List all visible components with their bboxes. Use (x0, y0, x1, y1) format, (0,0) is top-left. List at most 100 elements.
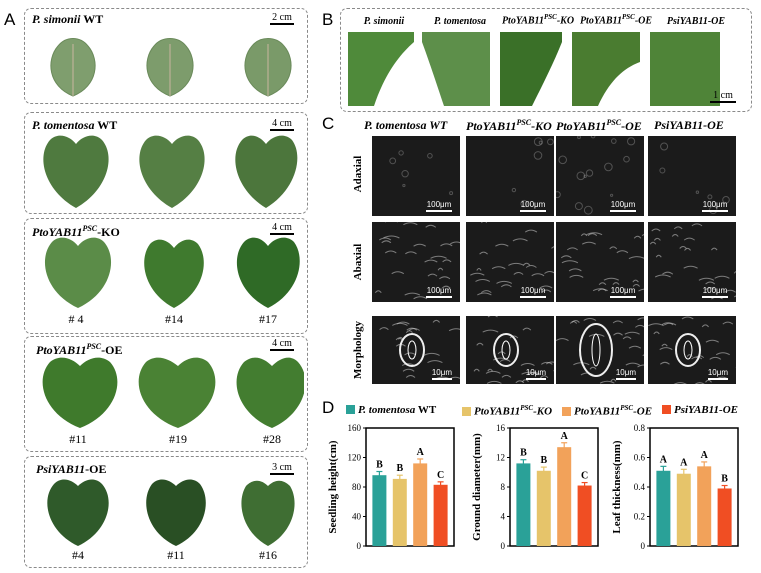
panel-b-header: P. simonii (363, 16, 405, 27)
leaf-photos-oe (42, 357, 304, 428)
scale-bar: 100μm (702, 286, 728, 298)
leaf (50, 38, 96, 97)
line-number: #11 (167, 548, 185, 562)
significance-letter: C (581, 471, 588, 482)
leaf-photos-tomentosa (43, 135, 298, 208)
scale-bar: 1 cm (706, 90, 740, 103)
panel-a-group-psi (24, 456, 308, 568)
chart-svg: 0 4 8 12 16 Ground diameter(mm) B B A C (471, 423, 599, 551)
scale-label: 100μm (520, 286, 546, 295)
scale-label: 100μm (610, 200, 636, 209)
chart-svg: 0 0.2 0.4 0.6 0.8 Leaf thickness(mm) A A A B (611, 423, 739, 551)
closeup-simonii (348, 32, 414, 106)
leaf (244, 38, 292, 97)
panel-b-header: PtoYAB11PSC-KO (501, 13, 575, 27)
scale-bar: 100μm (520, 200, 546, 212)
bar-chart-leaf-thickness: 0 0.2 0.4 0.6 0.8 Leaf thickness(mm) A A A B (606, 420, 744, 573)
scale-bar: 10μm (615, 368, 636, 380)
row-label-abaxial: Abaxial (352, 243, 364, 281)
leaf (139, 135, 205, 208)
sem-image: 100μm (648, 136, 736, 216)
y-tick-label: 12 (496, 453, 505, 463)
scale-label: 100μm (520, 200, 546, 209)
y-tick-label: 0 (357, 541, 362, 551)
significance-letter: B (376, 460, 383, 471)
y-tick-label: 80 (352, 482, 362, 492)
legend-item-psi: PsiYAB11-OE (662, 404, 738, 416)
scale-bar: 2 cm (264, 12, 300, 25)
scale-label: 10μm (525, 368, 546, 377)
group-title: PtoYAB11PSC-OE (36, 342, 123, 357)
scale-label: 100μm (702, 286, 728, 295)
y-tick-label: 0 (501, 541, 506, 551)
panel-a-group-ko (24, 218, 308, 334)
leaf (241, 480, 295, 546)
leaf (47, 479, 109, 546)
scale-label: 10μm (431, 368, 452, 377)
line-number: #11 (69, 432, 87, 446)
scale-bar: 4 cm (264, 338, 300, 351)
bar-chart-ground-diameter: 0 4 8 12 16 Ground diameter(mm) B B A C (466, 420, 604, 573)
y-tick-label: 0 (641, 541, 646, 551)
scale-label: 100μm (426, 286, 452, 295)
y-tick-label: 0.6 (634, 453, 646, 463)
y-tick-label: 120 (348, 453, 362, 463)
row-label-morphology: Morphology (352, 320, 364, 380)
scale-bar: 100μm (610, 200, 636, 212)
bar (433, 484, 448, 546)
panel-a-group-oe (24, 336, 308, 452)
panel-d-letter: D (322, 398, 335, 417)
scale-label: 10μm (615, 368, 636, 377)
legend-swatch (562, 406, 571, 416)
significance-letter: A (680, 457, 688, 468)
panel-b-letter: B (322, 10, 334, 29)
bar (676, 473, 691, 546)
sem-image: 100μm (372, 222, 460, 302)
bar (717, 488, 732, 546)
closeup-psi (650, 32, 720, 106)
y-tick-label: 40 (352, 512, 362, 522)
panel-c-header: PsiYAB11-OE (654, 118, 724, 132)
panel-b-header: PsiYAB11-OE (666, 16, 726, 27)
panel-c-header: PtoYAB11PSC-KO (466, 118, 552, 133)
closeup-ko (500, 32, 562, 106)
line-number: #17 (259, 312, 277, 326)
leaf-photos-psi (47, 479, 295, 546)
scale-bar: 10μm (431, 368, 452, 380)
scale-bar: 100μm (702, 200, 728, 212)
legend-swatch (462, 406, 471, 416)
bar (372, 475, 387, 546)
legend-item-oe: PtoYAB11PSC-OE (562, 404, 652, 418)
sem-image: 10μm (372, 316, 460, 384)
scale-bar: 3 cm (264, 462, 300, 475)
scale-label: 100μm (702, 200, 728, 209)
sem-image: 10μm (466, 316, 554, 384)
y-axis-label: Leaf thickness(mm) (611, 440, 623, 534)
panel-c-letter: C (322, 114, 335, 133)
legend-item-ko: PtoYAB11PSC-KO (462, 404, 552, 418)
significance-letter: A (417, 447, 425, 458)
sem-image: 100μm (648, 222, 736, 302)
bar (392, 478, 407, 546)
sem-image: 10μm (648, 316, 736, 384)
line-number: #16 (259, 548, 277, 562)
bar (557, 447, 572, 546)
y-tick-label: 0.4 (634, 482, 646, 492)
significance-letter: A (561, 431, 569, 442)
bar (536, 470, 551, 546)
group-title: PsiYAB11-OE (36, 462, 107, 476)
chart-svg: 0 40 80 120 160 Seedling height(cm) B B A C (327, 423, 455, 551)
panel-a-letter: A (4, 10, 16, 29)
y-axis-label: Seedling height(cm) (327, 440, 339, 534)
scale-label: 100μm (610, 286, 636, 295)
legend-swatch (346, 405, 355, 414)
scale-bar: 4 cm (264, 222, 300, 235)
group-title: P. tomentosa WT (32, 118, 118, 132)
panel-c-header: PtoYAB11PSC-OE (556, 118, 642, 133)
sem-image: 100μm (556, 136, 644, 216)
line-number: #4 (72, 548, 84, 562)
leaf-photos-simonii (50, 38, 292, 97)
leaf (144, 239, 204, 308)
panel-b-header: PtoYAB11PSC-OE (579, 13, 653, 27)
bar-chart-seedling-height: 0 40 80 120 160 Seedling height(cm) B B A C (322, 420, 460, 573)
